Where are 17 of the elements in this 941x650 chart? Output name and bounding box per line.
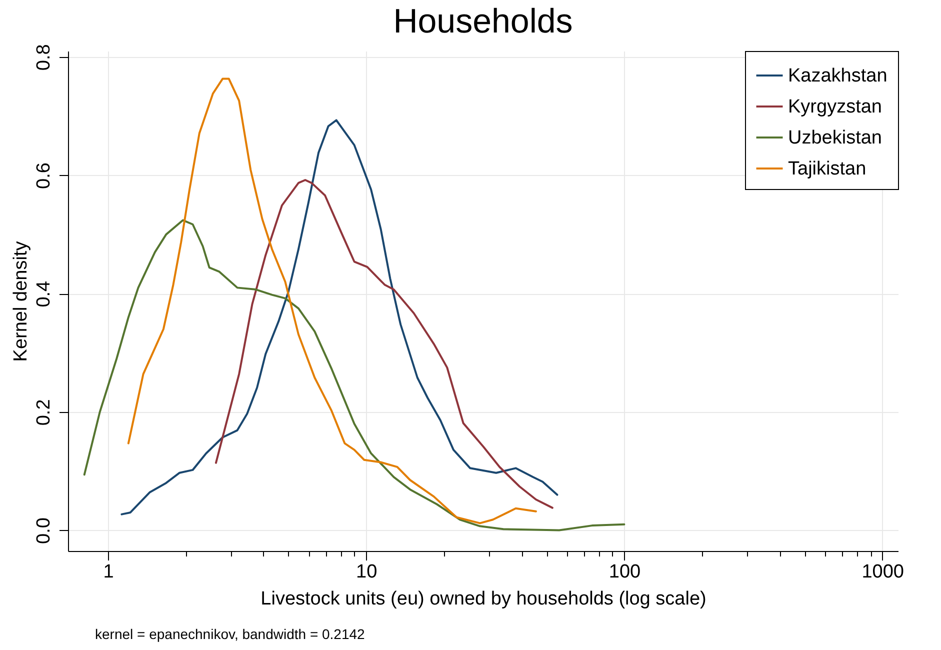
legend-label: Kazakhstan <box>788 66 888 86</box>
x-tick-label: 10 <box>356 562 378 582</box>
y-tick-label: 0.4 <box>34 280 54 308</box>
y-axis-title: Kernel density <box>10 240 32 362</box>
y-tick-label: 0.6 <box>34 162 54 189</box>
chart-title: Households <box>393 2 573 41</box>
x-tick-label: 100 <box>608 562 641 582</box>
x-axis-title: Livestock units (eu) owned by households (log scale) <box>260 588 706 610</box>
y-tick-label: 0.0 <box>34 518 54 544</box>
legend-label: Uzbekistan <box>788 128 882 148</box>
y-tick-label: 0.2 <box>34 399 54 426</box>
legend-label: Kyrgyzstan <box>788 96 882 118</box>
y-tick-label: 0.8 <box>34 44 54 71</box>
x-tick-label: 1 <box>103 562 114 582</box>
x-tick-label: 1000 <box>862 562 904 582</box>
legend-label: Tajikistan <box>788 158 866 180</box>
text: kernel = epanechnikov, bandwidth = 0.2142 <box>95 626 365 642</box>
